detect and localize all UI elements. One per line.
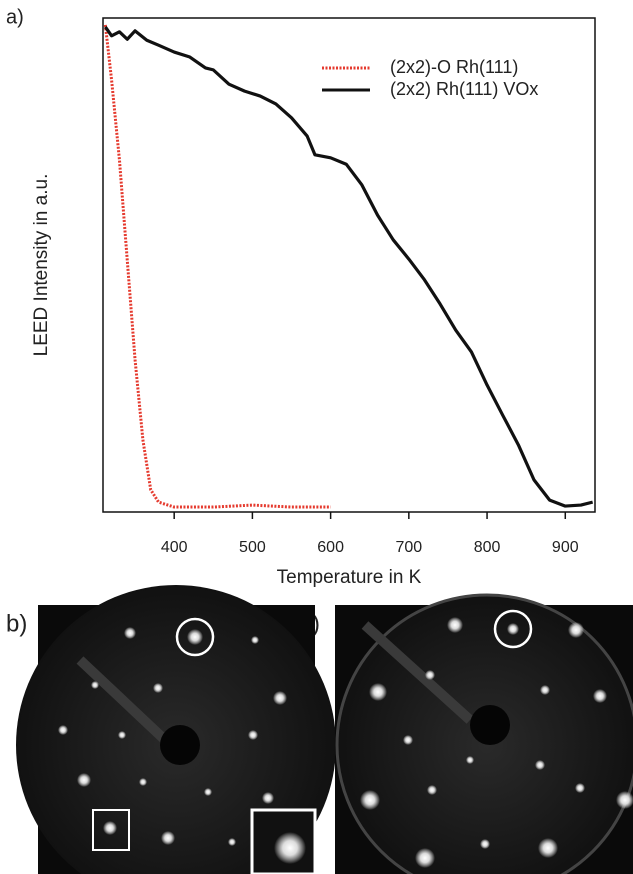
x-tick-label: 400	[161, 539, 188, 556]
x-tick-label: 900	[552, 539, 579, 556]
leed-image-b	[16, 585, 336, 874]
y-axis-label: LEED Intensity in a.u.	[31, 174, 52, 357]
x-tick-label: 700	[395, 539, 422, 556]
x-axis-label: Temperature in K	[277, 567, 422, 588]
x-tick-label: 600	[317, 539, 344, 556]
data-line	[104, 25, 594, 508]
x-tick-label: 800	[474, 539, 501, 556]
legend-label: (2x2)-O Rh(111)	[390, 57, 518, 77]
data-line	[103, 24, 331, 509]
panel-label: a)	[6, 6, 24, 28]
x-tick-label: 500	[239, 539, 266, 556]
legend-label: (2x2) Rh(111) VOx	[390, 79, 538, 99]
leed-image-c	[335, 593, 633, 874]
plot-frame	[102, 17, 596, 513]
panel-label: b)	[6, 610, 27, 637]
